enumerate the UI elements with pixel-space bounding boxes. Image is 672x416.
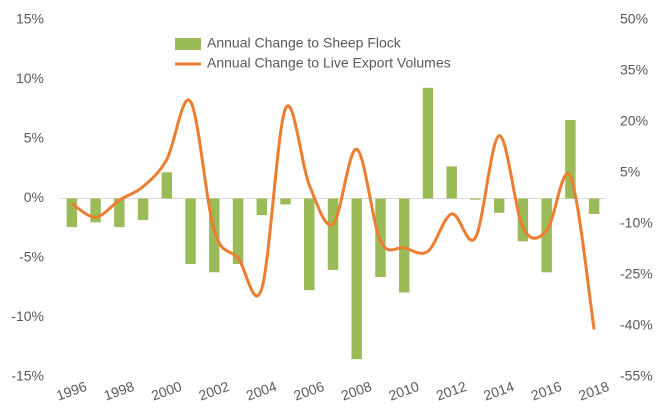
x-tick-label: 2002	[196, 378, 231, 404]
bar	[565, 119, 576, 199]
x-tick-label: 2014	[481, 378, 516, 404]
y2-tick-label: -10%	[620, 215, 653, 231]
bar	[161, 172, 173, 199]
y2-tick-label: 35%	[620, 62, 648, 78]
x-tick-label: 2006	[291, 378, 326, 404]
bar	[327, 198, 339, 270]
bar	[446, 166, 457, 199]
bar	[185, 198, 196, 264]
legend-label: Annual Change to Sheep Flock	[207, 35, 402, 51]
bar	[232, 198, 244, 264]
x-tick-label: 1998	[102, 378, 137, 404]
bar	[90, 198, 101, 223]
bar	[588, 198, 600, 214]
bar	[66, 198, 78, 228]
y2-tick-label: 5%	[620, 164, 640, 180]
y-tick-label: 15%	[16, 11, 44, 27]
legend-label: Annual Change to Live Export Volumes	[207, 55, 451, 71]
bar	[280, 198, 291, 205]
bar	[114, 198, 125, 228]
y2-tick-label: -40%	[620, 317, 653, 333]
y-tick-label: 10%	[16, 70, 44, 86]
legend-swatch	[175, 38, 201, 50]
x-tick-label: 2008	[339, 378, 374, 404]
bar	[422, 87, 434, 199]
line	[71, 98, 596, 330]
y2-tick-label: 50%	[620, 11, 648, 27]
y2-tick-label: 20%	[620, 113, 648, 129]
x-tick-label: 2004	[244, 378, 279, 404]
y2-tick-label: -55%	[620, 368, 653, 384]
y-tick-label: 5%	[24, 130, 44, 146]
bar	[470, 198, 481, 200]
bar	[304, 198, 315, 291]
bar	[137, 198, 149, 220]
bar	[517, 198, 529, 242]
x-tick-label: 2010	[386, 378, 421, 404]
x-tick-label: 2012	[434, 378, 469, 404]
x-tick-label: 1996	[54, 378, 89, 404]
y-tick-label: -15%	[11, 368, 44, 384]
x-tick-label: 2016	[529, 378, 564, 404]
bar	[256, 198, 268, 216]
y-tick-label: -5%	[19, 249, 44, 265]
bar	[493, 198, 505, 213]
bar	[541, 198, 552, 273]
x-tick-label: 2000	[149, 378, 184, 404]
y-tick-label: -10%	[11, 308, 44, 324]
x-tick-label: 2018	[576, 378, 611, 404]
y-tick-label: 0%	[24, 189, 44, 205]
bar	[351, 198, 362, 360]
bar	[398, 198, 410, 293]
y2-tick-label: -25%	[620, 266, 653, 282]
